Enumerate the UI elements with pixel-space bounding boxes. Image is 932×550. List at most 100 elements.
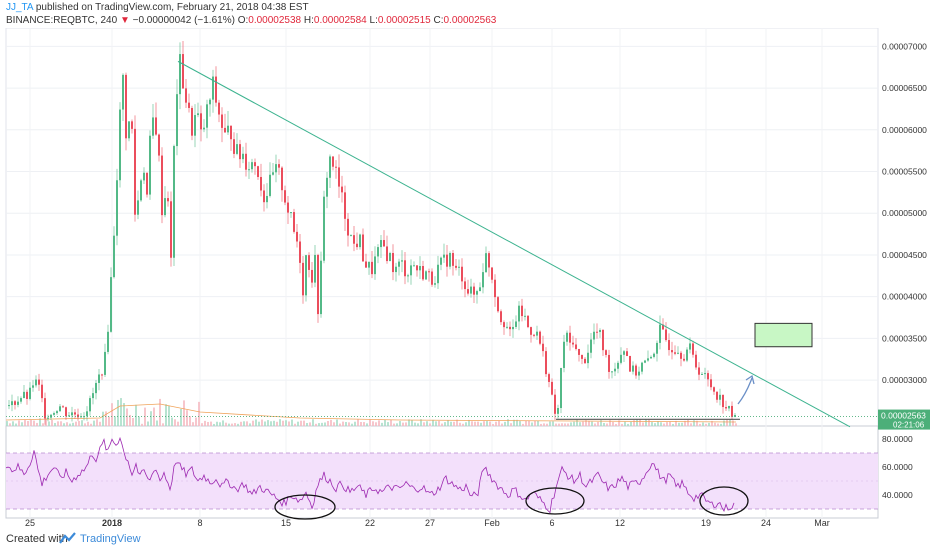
candle xyxy=(710,374,712,391)
candle-body xyxy=(563,341,565,368)
volume-bar xyxy=(717,423,719,426)
candle xyxy=(542,335,544,357)
volume-bar xyxy=(366,423,368,426)
volume-bar xyxy=(69,423,71,426)
change-value: −0.00000042 (−1.61%) xyxy=(129,15,235,26)
candle xyxy=(632,361,634,375)
candle xyxy=(518,301,520,331)
candle xyxy=(29,382,31,401)
candle-body xyxy=(665,329,667,341)
price-tick-label: 0.00005000 xyxy=(882,208,927,218)
candle xyxy=(446,244,448,277)
candle-body xyxy=(278,164,280,168)
candle xyxy=(68,412,70,417)
volume-bar xyxy=(726,419,728,426)
breakout-arrow xyxy=(737,377,753,405)
candle xyxy=(293,208,295,234)
volume-bar xyxy=(279,419,281,426)
candle xyxy=(176,79,178,156)
volume-bar xyxy=(138,416,140,426)
volume-bar xyxy=(258,421,260,426)
low-value: 0.00002515 xyxy=(377,15,431,26)
candle xyxy=(257,165,259,180)
volume-bar xyxy=(306,422,308,426)
candle-body xyxy=(38,379,40,385)
volume-bar xyxy=(699,423,701,426)
candle-body xyxy=(731,405,733,417)
candle xyxy=(515,315,517,329)
candle xyxy=(122,73,124,121)
candle-body xyxy=(29,387,31,399)
candle-body xyxy=(134,128,136,215)
candle-body xyxy=(158,134,160,156)
candle-body xyxy=(200,113,202,130)
candle xyxy=(494,274,496,307)
candle-body xyxy=(692,343,694,355)
volume-bar xyxy=(456,419,458,426)
volume-bar xyxy=(315,423,317,426)
volume-bar xyxy=(408,419,410,426)
candle xyxy=(704,367,706,379)
candle xyxy=(626,347,628,357)
candle-body xyxy=(683,358,685,361)
candle-body xyxy=(650,356,652,359)
candle xyxy=(179,42,181,110)
candle-body xyxy=(233,139,235,154)
candle xyxy=(545,347,547,377)
candle xyxy=(572,335,574,348)
candle xyxy=(233,132,235,159)
candle xyxy=(638,366,640,381)
candle-body xyxy=(518,305,520,322)
candle xyxy=(722,394,724,414)
descending-trendline xyxy=(177,60,851,428)
candle-body xyxy=(383,240,385,247)
time-axis[interactable]: 25 2018 8 15 22 27 Feb 6 12 19 24 Mar xyxy=(25,518,830,528)
candle-body xyxy=(35,379,37,386)
volume-bar xyxy=(438,420,440,426)
volume-bar xyxy=(477,421,479,426)
tradingview-brand[interactable]: TradingView xyxy=(80,533,141,545)
volume-bar xyxy=(483,421,485,426)
candle-body xyxy=(704,373,706,375)
candle-body xyxy=(602,330,604,351)
price-axis[interactable]: 0.00007000 0.00006500 0.00006000 0.00005500… xyxy=(878,41,930,500)
candle xyxy=(350,234,352,237)
candle xyxy=(707,370,709,387)
candle-body xyxy=(689,343,691,350)
candle xyxy=(173,144,175,266)
candle xyxy=(65,406,67,420)
candle-body xyxy=(431,271,433,285)
candle xyxy=(197,102,199,118)
candle-body xyxy=(509,326,511,330)
volume-bar xyxy=(447,420,449,426)
candle-body xyxy=(206,104,208,128)
candle xyxy=(476,289,478,304)
candle xyxy=(662,318,664,330)
candle xyxy=(452,250,454,276)
volume-bar xyxy=(390,419,392,426)
volume-bar xyxy=(594,423,596,426)
candle-body xyxy=(302,262,304,296)
rsi-low-circle xyxy=(525,487,585,515)
volume-bar xyxy=(339,423,341,426)
candle-body xyxy=(152,117,154,136)
volume-bar xyxy=(324,422,326,426)
candle-body xyxy=(179,54,181,95)
volume-bar xyxy=(114,416,116,426)
price-tick-label: 0.00007000 xyxy=(882,41,927,51)
price-chart[interactable]: 0.00007000 0.00006500 0.00006000 0.00005500… xyxy=(0,28,932,528)
candle-body xyxy=(164,198,166,216)
candle-body xyxy=(713,387,715,392)
volume-bar xyxy=(174,419,176,426)
candle-body xyxy=(389,252,391,262)
author-link[interactable]: JJ_TA xyxy=(6,2,34,13)
volume-bar xyxy=(9,423,11,426)
candle xyxy=(377,244,379,264)
volume-bar xyxy=(21,422,23,426)
candle-body xyxy=(272,172,274,175)
candle-body xyxy=(608,354,610,372)
volume-bar xyxy=(591,421,593,426)
candle-body xyxy=(500,311,502,323)
candle-body xyxy=(146,172,148,195)
volume-bar xyxy=(633,420,635,426)
